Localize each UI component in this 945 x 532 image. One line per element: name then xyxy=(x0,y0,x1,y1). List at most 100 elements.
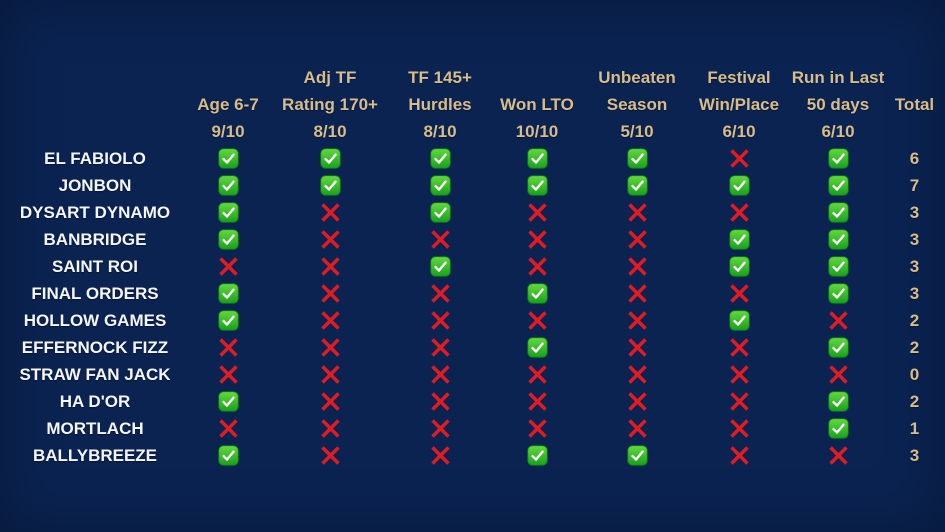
column-header-line1 xyxy=(190,64,266,91)
horse-name: SAINT ROI xyxy=(52,257,138,276)
column-header-line3: 8/10 xyxy=(313,122,347,141)
cross-icon xyxy=(394,442,486,469)
cross-icon xyxy=(266,442,394,469)
cross-icon xyxy=(486,226,588,253)
cross-icon xyxy=(486,388,588,415)
check-icon xyxy=(394,199,486,226)
total-value: 3 xyxy=(909,284,920,303)
shortlist-table: Adj TF TF 145+ Unbeaten Festival Run in Last… xyxy=(0,64,945,469)
cross-icon xyxy=(686,334,792,361)
cross-icon xyxy=(792,442,884,469)
column-header-line2: Age 6-7 xyxy=(197,95,259,114)
total-value: 3 xyxy=(909,446,920,465)
total-value: 3 xyxy=(909,257,920,276)
check-icon xyxy=(486,334,588,361)
cross-icon xyxy=(588,388,686,415)
total-header-spacer xyxy=(884,118,945,145)
header-spacer xyxy=(0,64,190,91)
total-value: 2 xyxy=(909,338,920,357)
total-value: 7 xyxy=(909,176,920,195)
cross-icon xyxy=(486,361,588,388)
cross-icon xyxy=(686,199,792,226)
cross-icon xyxy=(588,361,686,388)
check-icon xyxy=(394,253,486,280)
check-icon xyxy=(588,172,686,199)
check-icon xyxy=(588,145,686,172)
cross-icon xyxy=(190,334,266,361)
horse-name: BANBRIDGE xyxy=(43,230,147,249)
check-icon xyxy=(792,280,884,307)
cross-icon xyxy=(266,334,394,361)
column-header-line3: 9/10 xyxy=(211,122,245,141)
cross-icon xyxy=(686,361,792,388)
cross-icon xyxy=(588,253,686,280)
cross-icon xyxy=(686,145,792,172)
cross-icon xyxy=(266,253,394,280)
cross-icon xyxy=(266,199,394,226)
total-header-spacer xyxy=(884,64,945,91)
check-icon xyxy=(190,280,266,307)
cross-icon xyxy=(266,226,394,253)
check-icon xyxy=(686,226,792,253)
total-value: 2 xyxy=(909,311,920,330)
check-icon xyxy=(190,442,266,469)
check-icon xyxy=(266,172,394,199)
column-header-line1: Adj TF xyxy=(303,68,357,87)
check-icon xyxy=(792,415,884,442)
column-header-line2: Win/Place xyxy=(698,95,780,114)
horse-name: EFFERNOCK FIZZ xyxy=(21,338,169,357)
check-icon xyxy=(486,172,588,199)
column-header-line3: 10/10 xyxy=(515,122,559,141)
cross-icon xyxy=(588,226,686,253)
horse-name: JONBON xyxy=(58,176,132,195)
cross-icon xyxy=(486,415,588,442)
column-header-line1: Festival xyxy=(707,68,771,87)
cross-icon xyxy=(588,280,686,307)
horse-name: HA D'OR xyxy=(59,392,131,411)
cross-icon xyxy=(686,280,792,307)
cross-icon xyxy=(792,361,884,388)
column-header-line3: 6/10 xyxy=(821,122,855,141)
cross-icon xyxy=(394,388,486,415)
check-icon xyxy=(486,442,588,469)
cross-icon xyxy=(266,307,394,334)
cross-icon xyxy=(266,415,394,442)
cross-icon xyxy=(394,361,486,388)
cross-icon xyxy=(394,307,486,334)
column-header-line2: 50 days xyxy=(806,95,870,114)
cross-icon xyxy=(394,280,486,307)
check-icon xyxy=(792,172,884,199)
check-icon xyxy=(792,145,884,172)
check-icon xyxy=(792,388,884,415)
check-icon xyxy=(266,145,394,172)
cross-icon xyxy=(190,253,266,280)
cross-icon xyxy=(588,307,686,334)
check-icon xyxy=(190,307,266,334)
cross-icon xyxy=(792,307,884,334)
check-icon xyxy=(190,172,266,199)
column-header-line3: 5/10 xyxy=(620,122,654,141)
cross-icon xyxy=(486,199,588,226)
check-icon xyxy=(792,253,884,280)
horse-name: EL FABIOLO xyxy=(44,149,146,168)
cross-icon xyxy=(588,334,686,361)
check-icon xyxy=(190,226,266,253)
horse-name: DYSART DYNAMO xyxy=(19,203,171,222)
column-header-line2: Won LTO xyxy=(500,95,574,114)
check-icon xyxy=(792,334,884,361)
check-icon xyxy=(486,145,588,172)
cross-icon xyxy=(486,307,588,334)
horse-name: HOLLOW GAMES xyxy=(23,311,167,330)
horse-name: FINAL ORDERS xyxy=(31,284,159,303)
column-header-line1: TF 145+ xyxy=(408,68,472,87)
column-header-line3: 8/10 xyxy=(423,122,457,141)
check-icon xyxy=(190,145,266,172)
cross-icon xyxy=(190,361,266,388)
column-header-line3: 6/10 xyxy=(722,122,756,141)
check-icon xyxy=(486,280,588,307)
cross-icon xyxy=(686,442,792,469)
cross-icon xyxy=(394,226,486,253)
cross-icon xyxy=(394,334,486,361)
column-header-line1 xyxy=(486,64,588,91)
column-header-line2: Season xyxy=(606,95,668,114)
